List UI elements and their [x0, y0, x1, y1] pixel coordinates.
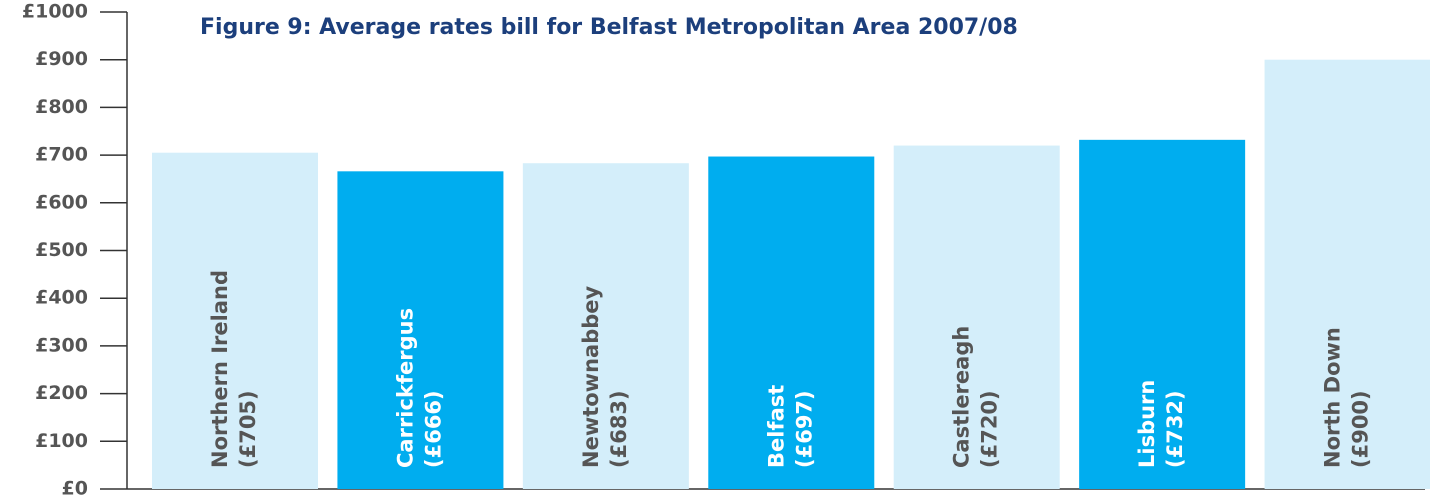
y-tick-label: £500 [35, 239, 88, 261]
category-label: Belfast [764, 385, 788, 468]
category-label: Carrickfergus [393, 308, 417, 468]
y-tick-label: £100 [35, 430, 88, 452]
y-tick-label: £400 [35, 287, 88, 309]
bar [1079, 139, 1246, 489]
value-label: (£697) [792, 390, 816, 468]
category-label: Northern Ireland [208, 270, 232, 468]
category-label: Castlereagh [950, 326, 974, 468]
y-tick-label: £300 [35, 334, 88, 356]
y-tick-label: £200 [35, 382, 88, 404]
bar [152, 152, 318, 489]
value-label: (£732) [1163, 390, 1187, 468]
value-label: (£720) [978, 390, 1002, 468]
bar [337, 171, 504, 489]
bar [893, 145, 1060, 489]
y-tick-label: £600 [35, 191, 88, 213]
value-label: (£666) [421, 390, 445, 468]
y-tick-label: £900 [35, 48, 88, 70]
y-tick-label: £700 [35, 144, 88, 166]
bar [522, 163, 689, 490]
chart-title: Figure 9: Average rates bill for Belfast… [200, 15, 1018, 40]
value-label: (£705) [236, 390, 260, 468]
y-tick-label: £0 [62, 478, 88, 499]
category-label: North Down [1321, 327, 1345, 468]
value-label: (£900) [1349, 390, 1373, 468]
bar [708, 156, 875, 489]
category-label: Lisburn [1135, 380, 1159, 468]
y-tick-label: £1000 [22, 1, 88, 23]
category-label: Newtownabbey [579, 285, 603, 468]
y-tick-label: £800 [35, 96, 88, 118]
bar [1264, 59, 1430, 489]
value-label: (£683) [607, 390, 631, 468]
